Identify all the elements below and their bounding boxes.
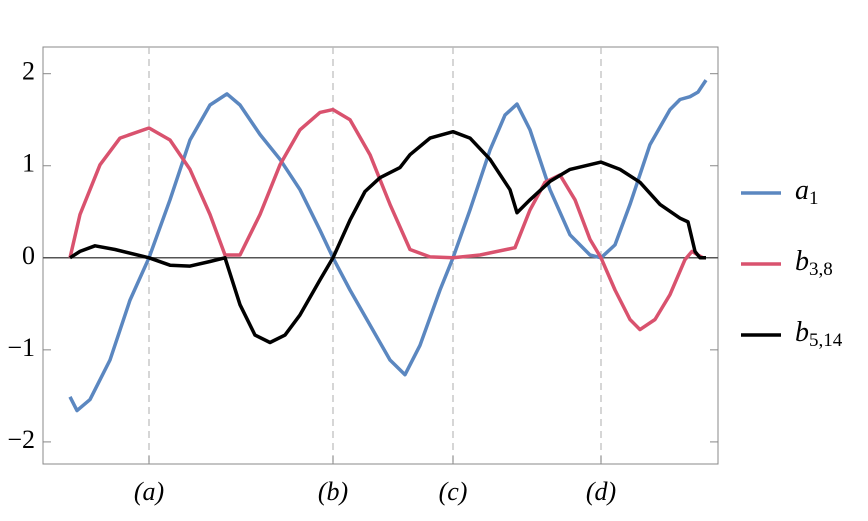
x-tick-label: (c) (439, 477, 468, 506)
legend-subscript: 5,14 (809, 330, 843, 351)
legend-label: b5,14 (795, 317, 843, 351)
y-tick-label: −1 (7, 333, 35, 362)
y-tick-label: 2 (22, 57, 35, 86)
y-tick-label: 0 (22, 241, 35, 270)
plot-frame (42, 46, 719, 465)
legend-name: a (795, 175, 809, 206)
legend-label: b3,8 (795, 246, 833, 280)
x-tick-label: (a) (134, 477, 164, 506)
x-tick-label: (b) (318, 477, 348, 506)
y-tick-label: 1 (22, 149, 35, 178)
legend-name: b (795, 317, 809, 348)
legend-label: a1 (795, 175, 819, 209)
legend-name: b (795, 246, 809, 277)
series-line (69, 129, 706, 345)
series-line (68, 79, 708, 413)
x-tick-label: (d) (586, 477, 616, 506)
series-line (68, 107, 704, 332)
legend-subscript: 3,8 (809, 259, 833, 280)
y-tick-label: −2 (7, 425, 35, 454)
legend-subscript: 1 (809, 188, 819, 209)
